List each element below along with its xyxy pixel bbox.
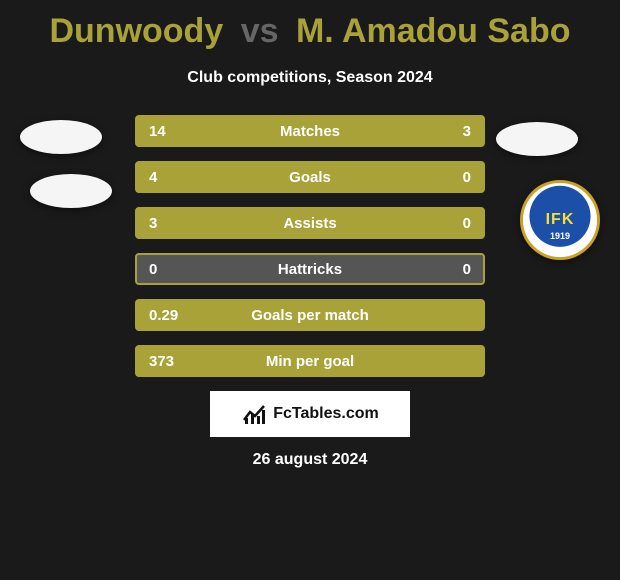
date: 26 august 2024 xyxy=(0,451,620,469)
chart-icon xyxy=(241,402,267,426)
player2-name: M. Amadou Sabo xyxy=(296,12,571,50)
player2-club-badge-2: IFK 1919 xyxy=(520,180,600,260)
comparison-infographic: Dunwoody vs M. Amadou Sabo Club competit… xyxy=(0,0,620,580)
badge-text: IFK xyxy=(546,211,575,229)
player1-club-badge-2 xyxy=(30,174,112,208)
stat-row: 3Assists0 xyxy=(135,207,485,239)
stat-row: 4Goals0 xyxy=(135,161,485,193)
player2-club-badge-1 xyxy=(496,122,578,156)
stat-label: Min per goal xyxy=(137,347,483,375)
vs-label: vs xyxy=(241,12,279,50)
badge-year: 1919 xyxy=(550,231,570,241)
value-right: 0 xyxy=(463,209,471,237)
stat-label: Hattricks xyxy=(137,255,483,283)
stat-label: Matches xyxy=(137,117,483,145)
player1-name: Dunwoody xyxy=(49,12,223,50)
stat-row: 0.29Goals per match xyxy=(135,299,485,331)
stat-row: 373Min per goal xyxy=(135,345,485,377)
stat-label: Goals per match xyxy=(137,301,483,329)
subtitle: Club competitions, Season 2024 xyxy=(0,69,620,87)
stat-row: 14Matches3 xyxy=(135,115,485,147)
value-right: 0 xyxy=(463,255,471,283)
stat-label: Assists xyxy=(137,209,483,237)
title: Dunwoody vs M. Amadou Sabo xyxy=(0,0,620,51)
stat-label: Goals xyxy=(137,163,483,191)
value-right: 0 xyxy=(463,163,471,191)
stat-row: 0Hattricks0 xyxy=(135,253,485,285)
brand-text: FcTables.com xyxy=(273,405,379,423)
value-right: 3 xyxy=(463,117,471,145)
brand-badge: FcTables.com xyxy=(210,391,410,437)
player1-club-badge-1 xyxy=(20,120,102,154)
